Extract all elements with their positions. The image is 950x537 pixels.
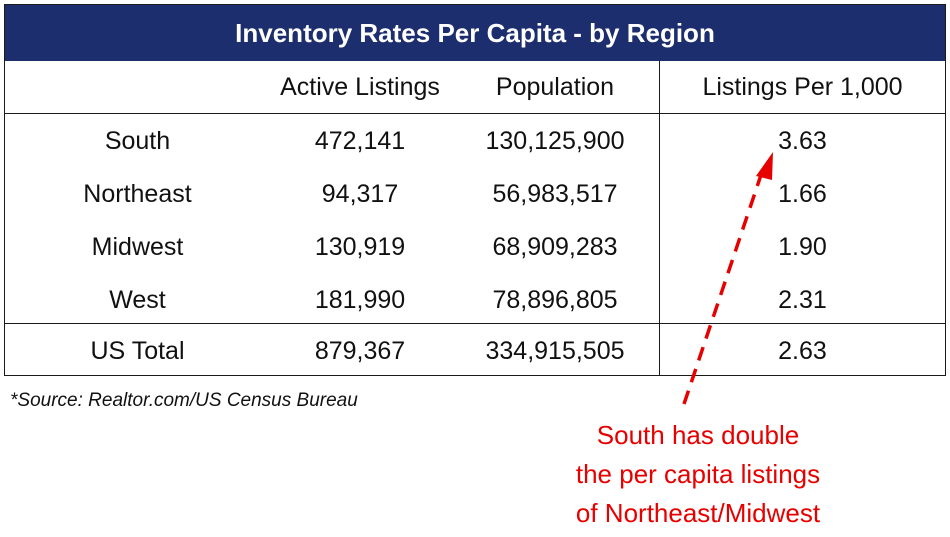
population-cell: 56,983,517 [492,179,618,208]
listings-cell: 130,919 [314,232,406,261]
total-listings-cell: 879,367 [314,336,406,365]
table-title: Inventory Rates Per Capita - by Region [5,5,945,61]
total-per-1000-cell: 2.63 [778,336,827,365]
header-region [5,61,270,113]
total-divider [5,323,945,324]
column-divider [659,61,660,375]
annotation-line: South has double [596,420,800,450]
table-row: Northeast 94,317 56,983,517 1.66 [5,168,945,221]
table-row: South 472,141 130,125,900 3.63 [5,115,945,168]
header-population: Population [495,72,615,101]
total-region-cell: US Total [90,336,185,365]
per-1000-cell: 2.31 [778,285,827,314]
annotation-line: of Northeast/Midwest [575,498,821,528]
listings-cell: 181,990 [314,285,406,314]
region-cell: Midwest [91,232,184,261]
listings-cell: 472,141 [314,126,406,155]
total-row: US Total 879,367 334,915,505 2.63 [5,325,945,378]
region-cell: West [109,285,166,314]
listings-cell: 94,317 [321,179,399,208]
annotation-text: South has double the per capita listings… [540,416,856,533]
header-active-listings: Active Listings [280,72,440,101]
population-cell: 68,909,283 [492,232,618,261]
table-row: Midwest 130,919 68,909,283 1.90 [5,221,945,274]
header-listings-per-1000: Listings Per 1,000 [702,72,903,101]
per-1000-cell: 3.63 [778,126,827,155]
region-cell: South [104,126,171,155]
per-1000-cell: 1.66 [778,179,827,208]
table-row: West 181,990 78,896,805 2.31 [5,274,945,327]
source-note: *Source: Realtor.com/US Census Bureau [10,390,358,411]
population-cell: 78,896,805 [492,285,618,314]
region-cell: Northeast [83,179,192,208]
inventory-table: Inventory Rates Per Capita - by Region A… [4,4,946,376]
annotation-line: the per capita listings [575,459,821,489]
population-cell: 130,125,900 [485,126,625,155]
total-population-cell: 334,915,505 [485,336,625,365]
per-1000-cell: 1.90 [778,232,827,261]
header-row: Active Listings Population Listings Per … [5,61,945,114]
